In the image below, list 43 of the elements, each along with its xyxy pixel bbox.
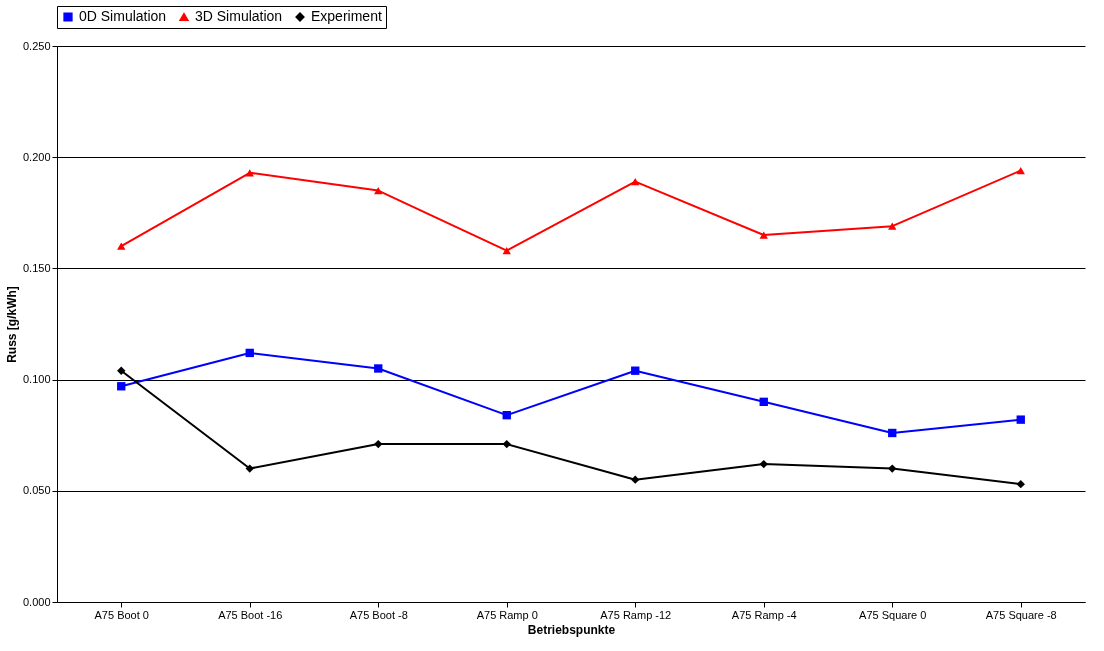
point [117, 382, 126, 391]
point [117, 366, 126, 375]
legend-label: 3D Simulation [195, 8, 283, 24]
y-tick-label: 0.100 [22, 373, 51, 386]
point [888, 428, 897, 438]
x-tick-label: A75 Boot 0 [94, 608, 149, 621]
point [1016, 415, 1025, 424]
y-tick-label: 0.200 [22, 150, 51, 163]
x-axis-title: Betriebspunkte [527, 622, 616, 637]
point [631, 178, 640, 186]
legend-label: 0D Simulation [79, 8, 167, 24]
x-tick-label: A75 Boot -16 [218, 608, 283, 621]
y-tick-label: 0.050 [22, 484, 51, 497]
point [502, 246, 511, 255]
x-tick-label: A75 Square 0 [859, 608, 927, 621]
y-axis-title: Russ [g/kWh] [4, 286, 19, 363]
x-tick-label: A75 Ramp 0 [476, 608, 538, 621]
point [759, 231, 768, 239]
point [759, 397, 768, 407]
y-tick-label: 0.000 [22, 595, 51, 608]
x-tick-label: A75 Boot -8 [349, 608, 408, 621]
point [759, 459, 768, 469]
point [1016, 166, 1025, 175]
point [502, 439, 511, 449]
point [374, 439, 383, 449]
point [888, 222, 897, 230]
point [631, 366, 640, 375]
y-tick-label: 0.150 [22, 261, 51, 274]
point [245, 169, 254, 177]
x-tick-label: A75 Ramp -4 [731, 608, 797, 621]
point [245, 464, 254, 473]
point [117, 242, 126, 250]
point [631, 475, 640, 484]
point [374, 364, 383, 373]
point [245, 348, 254, 358]
point [374, 186, 383, 195]
point [888, 464, 897, 473]
legend-label: Experiment [311, 8, 382, 24]
x-tick-label: A75 Square -8 [985, 608, 1057, 621]
point [1016, 479, 1025, 489]
point [502, 411, 511, 420]
x-tick-label: A75 Ramp -12 [600, 608, 672, 621]
y-tick-label: 0.250 [22, 39, 51, 52]
